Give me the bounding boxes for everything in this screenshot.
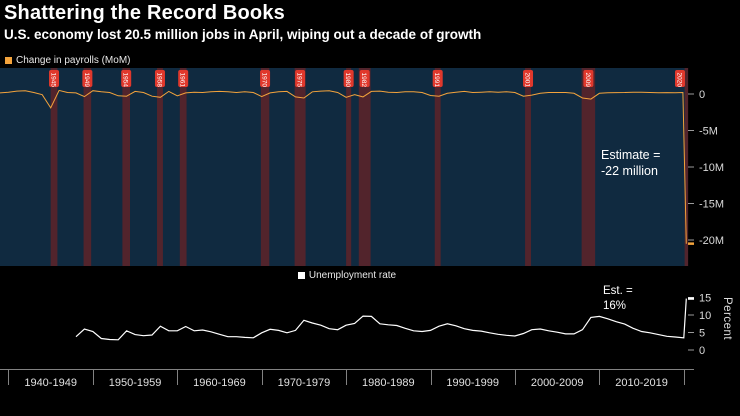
x-axis-tick: [346, 370, 348, 385]
x-axis-tick: [261, 370, 263, 385]
x-axis-tick: [430, 370, 432, 385]
recession-date-badge: [675, 70, 685, 87]
recession-band: [346, 68, 352, 266]
recession-date-badge-label: 2020: [676, 73, 683, 88]
recession-band: [179, 68, 187, 266]
recession-band: [260, 68, 270, 266]
recession-date-badge-label: 1991: [433, 73, 440, 88]
payrolls-estimate-annotation: Estimate = -22 million: [601, 147, 660, 180]
x-axis-tick: [92, 370, 94, 385]
payrolls-estimate-line1: Estimate =: [601, 148, 661, 162]
x-axis-tick: [514, 370, 516, 385]
recession-date-badge: [359, 70, 370, 87]
y-axis-tick-label: -5M: [699, 126, 718, 138]
chart-subtitle: U.S. economy lost 20.5 million jobs in A…: [4, 27, 482, 42]
x-axis-label: 1960-1969: [193, 377, 246, 389]
x-axis-label: 1980-1989: [362, 377, 415, 389]
x-axis-label: 1990-1999: [446, 377, 500, 389]
unemployment-chart-plot: 15 10 5 0: [75, 293, 711, 357]
unemployment-estimate-annotation: Est. = 16%: [603, 284, 633, 314]
recession-date-badge: [343, 70, 354, 87]
x-axis: 1940-1949 1950-1959 1960-1969 1970-1979 1980…: [0, 369, 694, 400]
recession-date-badge: [154, 70, 165, 87]
recession-band: [358, 68, 371, 266]
payrolls-chart-plot: 0 -5M -10M -15M -20M 1945 1949 1954 1958 1961 1970…: [0, 68, 724, 266]
x-axis-label: 1970-1979: [277, 377, 331, 389]
recession-band: [294, 68, 306, 266]
recession-date-badge: [49, 70, 60, 87]
x-axis-tick: [599, 370, 601, 385]
x-axis-label: 1950-1959: [108, 377, 162, 389]
y-axis-tick-label: -20M: [699, 235, 724, 247]
recession-date-badge-label: 1949: [83, 73, 90, 88]
recession-date-badge: [432, 70, 443, 87]
y-axis-tick-label: 5: [699, 328, 705, 340]
x-axis-tick: [177, 370, 179, 385]
recession-date-badge: [121, 70, 132, 87]
recession-date-badge: [178, 70, 189, 87]
recession-date-badge: [260, 70, 271, 87]
recession-date-badge: [295, 70, 306, 87]
y-axis-tick-label: 15: [699, 293, 711, 305]
payrolls-line: [0, 89, 687, 244]
recession-band: [83, 68, 92, 266]
recession-band: [525, 68, 531, 266]
unemployment-estimate-line1: Est. =: [603, 285, 633, 297]
y-axis-tick-label: 10: [699, 310, 711, 322]
recession-band: [581, 68, 596, 266]
recession-band: [684, 68, 689, 266]
unemployment-legend-box: Unemployment rate: [292, 269, 402, 282]
recession-date-badge-label: 1970: [261, 73, 268, 88]
unemployment-legend: Unemployment rate: [0, 269, 694, 282]
y-axis-tick-label: -10M: [699, 162, 724, 174]
x-axis-label: 2000-2009: [530, 377, 584, 389]
recession-date-badge-label: 1982: [360, 73, 367, 88]
payrolls-plot-background: [0, 68, 688, 266]
recession-date-badge-label: 1958: [155, 73, 162, 88]
payrolls-estimate-line2: -22 million: [601, 164, 658, 179]
recession-date-badge-label: 1945: [50, 73, 57, 88]
recession-date-badge-label: 2001: [524, 73, 531, 88]
y-axis-tick-label: 0: [699, 89, 705, 101]
payrolls-legend-swatch-icon: [5, 57, 12, 64]
unemployment-line: [75, 298, 687, 341]
percent-axis-label: Percent: [721, 297, 733, 341]
chart-title: Shattering the Record Books: [4, 2, 285, 24]
unemployment-legend-label: Unemployment rate: [308, 270, 397, 281]
recession-date-badge-label: 2009: [584, 73, 591, 88]
unemployment-legend-swatch-icon: [297, 272, 305, 279]
x-axis-label: 2010-2019: [615, 377, 668, 389]
x-axis-tick: [8, 370, 10, 385]
recession-band: [434, 68, 441, 266]
recession-date-badge: [583, 70, 594, 87]
recession-date-badge-label: 1961: [179, 73, 186, 88]
x-axis-tick: [683, 370, 685, 385]
recession-date-badge-label: 1980: [344, 73, 351, 88]
payrolls-legend: Change in payrolls (MoM): [5, 55, 131, 66]
y-axis-tick-label: 0: [699, 345, 705, 357]
unemployment-estimate-line2: 16%: [603, 299, 627, 312]
recession-date-badge-label: 1975: [296, 73, 303, 88]
y-axis-tick-label: -15M: [699, 199, 724, 211]
recession-band: [122, 68, 131, 266]
recession-band: [157, 68, 163, 266]
recession-date-badge: [82, 70, 93, 87]
payrolls-legend-label: Change in payrolls (MoM): [16, 55, 131, 66]
x-axis-label: 1940-1949: [24, 377, 77, 389]
recession-band: [50, 68, 58, 266]
recession-date-badge-label: 1954: [122, 73, 129, 88]
recession-date-badge: [523, 70, 534, 87]
